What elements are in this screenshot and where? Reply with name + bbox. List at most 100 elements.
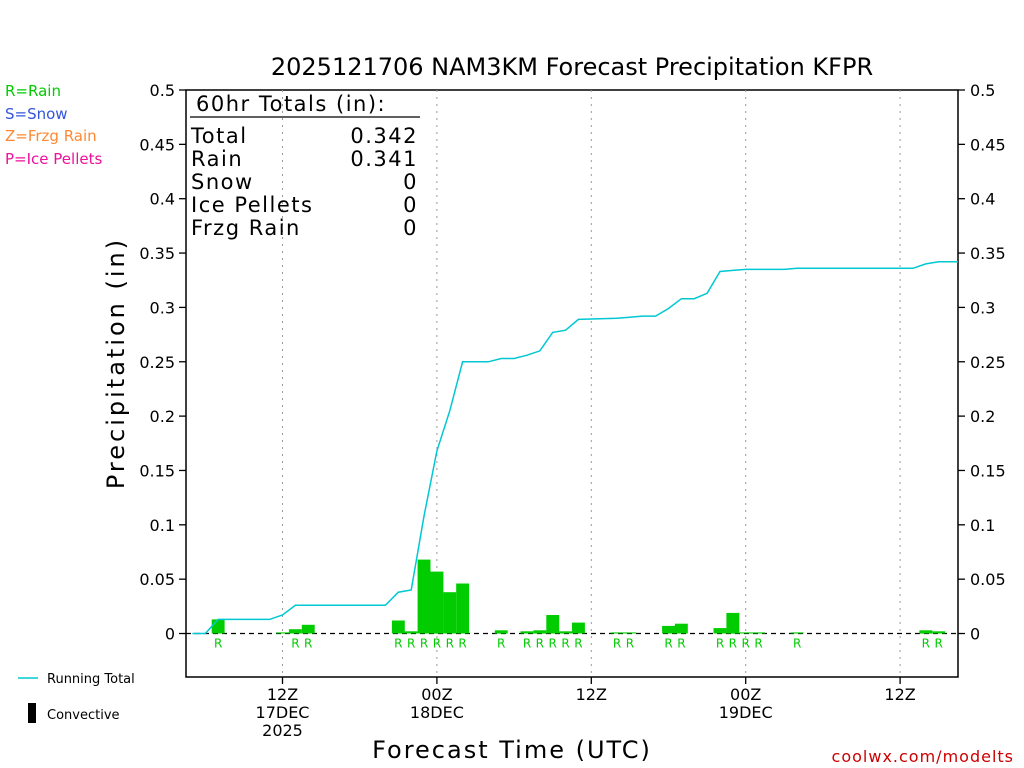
precip-bar — [288, 629, 302, 634]
precip-type-marker: R — [433, 637, 441, 651]
precip-type-marker: R — [742, 637, 750, 651]
precip-bar — [301, 624, 315, 634]
y-axis-right: 0.5 0.45 0.4 0.35 0.3 0.25 0.2 0.15 0.1 0.05 0 — [958, 81, 1006, 644]
precip-bar — [417, 559, 431, 634]
y-tick-label-right: 0.2 — [970, 407, 995, 426]
x-tick-label: 12Z — [267, 685, 298, 704]
x-tick-label: 18DEC — [410, 703, 464, 722]
precip-type-marker: R — [214, 637, 222, 651]
y-tick-label-left: 0.1 — [150, 516, 175, 535]
x-tick-label: 19DEC — [719, 703, 773, 722]
precip-type-marker: R — [922, 637, 930, 651]
y-tick-label-left: 0.5 — [150, 81, 175, 100]
precip-type-marker: R — [549, 637, 557, 651]
y-tick-label-right: 0.05 — [970, 570, 1006, 589]
convective-swatch — [28, 703, 36, 723]
precip-bar — [533, 630, 547, 634]
y-axis-left: 0.5 0.45 0.4 0.35 0.3 0.25 0.2 0.15 0.1 0.05 0 — [139, 81, 186, 644]
precip-type-marker: R — [716, 637, 724, 651]
precip-bar — [211, 619, 225, 634]
bottom-legend: Running Total Convective — [18, 672, 135, 723]
y-tick-label-right: 0.45 — [970, 135, 1006, 154]
precip-bar — [404, 631, 418, 634]
precip-type-marker: R — [935, 637, 943, 651]
precip-type-marker: R — [458, 637, 466, 651]
y-tick-label-right: 0.15 — [970, 461, 1006, 480]
y-tick-label-left: 0.15 — [139, 461, 175, 480]
totals-label-snow: Snow — [191, 170, 254, 194]
y-tick-label-left: 0.35 — [139, 244, 175, 263]
y-tick-label-right: 0.35 — [970, 244, 1006, 263]
precip-type-marker: R — [574, 637, 582, 651]
y-axis-label: Precipitation (in) — [102, 237, 130, 489]
precip-bar — [623, 632, 637, 634]
x-axis-label: Forecast Time (UTC) — [372, 736, 652, 764]
totals-value-total: 0.342 — [350, 124, 418, 148]
totals-value-frzg-rain: 0 — [403, 216, 418, 240]
precip-bar — [559, 631, 572, 634]
y-tick-label-right: 0.3 — [970, 298, 995, 317]
y-tick-label-right: 0.5 — [970, 81, 995, 100]
precip-type-marker: R — [664, 637, 672, 651]
precip-type-legend: R=Rain S=Snow Z=Frzg Rain P=Ice Pellets — [5, 82, 102, 168]
precip-type-marker: R — [446, 637, 454, 651]
legend-frzg-rain: Z=Frzg Rain — [5, 127, 97, 145]
precip-bar — [546, 615, 560, 634]
x-tick-label: 12Z — [884, 685, 915, 704]
precip-bar — [726, 612, 740, 634]
legend-snow: S=Snow — [5, 105, 68, 123]
totals-value-ice-pellets: 0 — [403, 193, 418, 217]
gridlines — [282, 90, 901, 677]
precip-type-marker: R — [304, 637, 312, 651]
precip-type-marker: R — [497, 637, 505, 651]
y-tick-label-left: 0 — [165, 625, 175, 644]
precip-type-marker: R — [754, 637, 762, 651]
bars-layer — [211, 559, 946, 634]
precip-bar — [610, 632, 624, 634]
precip-bar — [443, 592, 457, 634]
y-tick-label-left: 0.4 — [150, 190, 175, 209]
x-tick-label: 2025 — [262, 721, 303, 740]
precip-bar — [520, 631, 534, 634]
precip-type-marker: R — [729, 637, 737, 651]
x-tick-label: 12Z — [576, 685, 607, 704]
precip-bar — [932, 631, 946, 634]
precip-type-marker: R — [291, 637, 299, 651]
precip-bar — [662, 625, 675, 634]
precip-type-marker: R — [626, 637, 634, 651]
precip-bar — [790, 632, 804, 634]
credit-text: coolwx.com/modelts — [832, 747, 1014, 766]
x-tick-label: 17DEC — [256, 703, 310, 722]
totals-value-rain: 0.341 — [350, 147, 418, 171]
y-tick-label-right: 0.1 — [970, 516, 995, 535]
running-total-legend-label: Running Total — [47, 672, 135, 687]
y-tick-label-left: 0.25 — [139, 353, 175, 372]
precip-type-marker: R — [561, 637, 569, 651]
y-tick-label-left: 0.05 — [139, 570, 175, 589]
y-tick-label-right: 0 — [970, 625, 980, 644]
precip-bar — [572, 622, 585, 634]
precip-bar — [430, 571, 444, 634]
precip-bar — [391, 620, 405, 634]
precip-bar — [739, 632, 753, 634]
y-tick-label-left: 0.45 — [139, 135, 175, 154]
precip-type-marker: R — [407, 637, 415, 651]
totals-label-ice-pellets: Ice Pellets — [191, 193, 313, 217]
precip-bar — [456, 583, 470, 634]
precip-type-marker: R — [613, 637, 621, 651]
precip-type-marker: R — [420, 637, 428, 651]
totals-value-snow: 0 — [403, 170, 418, 194]
totals-label-total: Total — [190, 124, 248, 148]
y-tick-label-left: 0.2 — [150, 407, 175, 426]
precip-type-marker: R — [536, 637, 544, 651]
precip-bar — [919, 630, 933, 634]
precip-type-marker: R — [793, 637, 801, 651]
precip-type-marker: R — [394, 637, 402, 651]
running-total-line — [192, 261, 958, 635]
totals-label-frzg-rain: Frzg Rain — [191, 216, 301, 240]
precip-type-marker: R — [523, 637, 531, 651]
